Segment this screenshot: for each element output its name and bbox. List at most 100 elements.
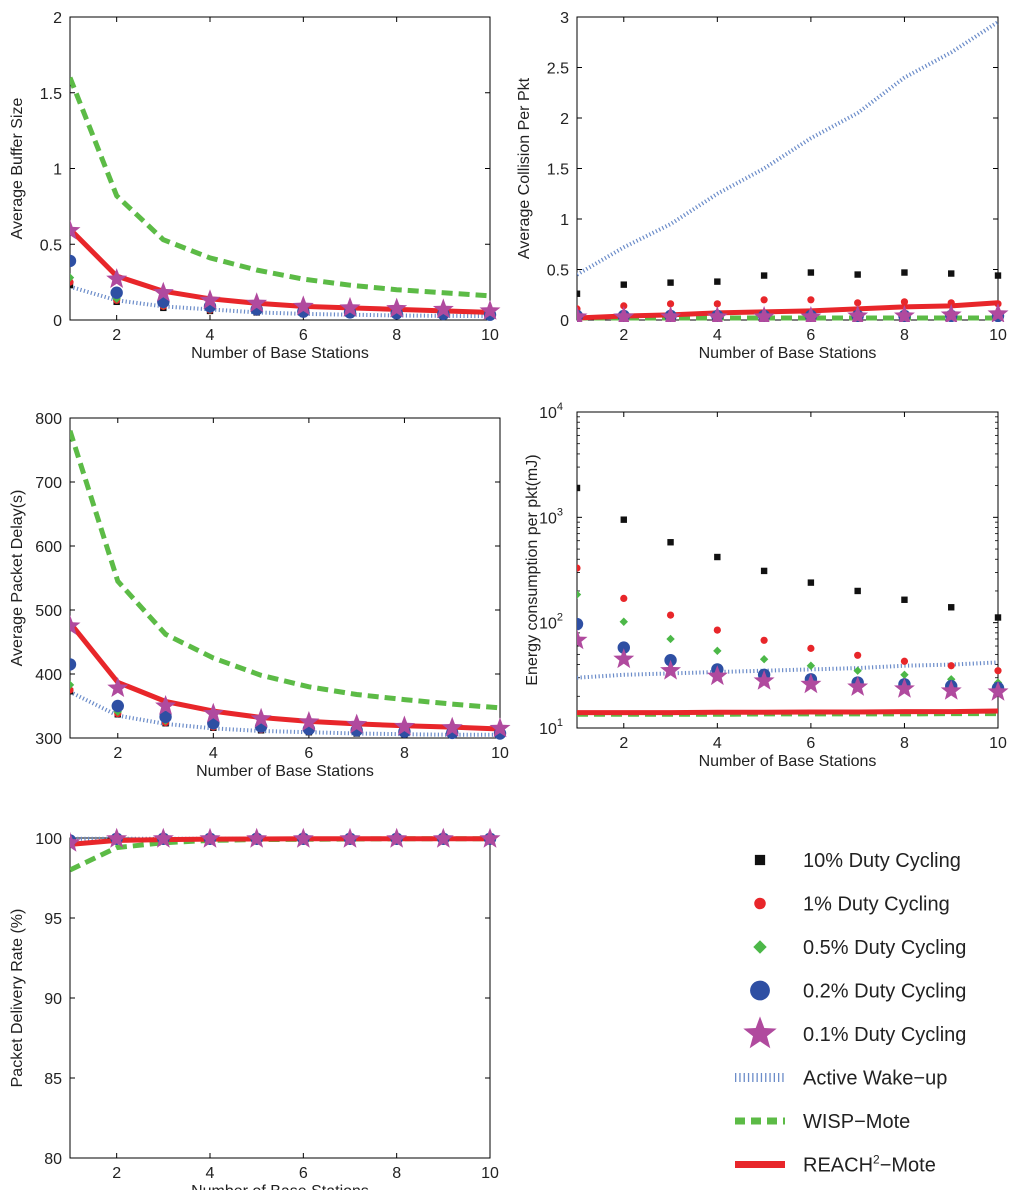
legend-item: WISP−Mote — [735, 1111, 910, 1133]
data-point-1pct-duty-cycling — [713, 300, 721, 308]
data-point-10pct-duty-cycling — [948, 270, 955, 277]
y-tick-label: 2 — [560, 111, 569, 128]
data-point-0-1pct-duty-cycling — [339, 827, 361, 848]
x-tick-label: 2 — [113, 745, 122, 762]
x-tick-label: 8 — [400, 745, 409, 762]
x-tick-label: 6 — [299, 327, 308, 344]
series-line-active-wake-up — [577, 660, 999, 680]
plot-frame — [69, 837, 491, 1159]
data-point-10pct-duty-cycling — [714, 278, 721, 285]
x-tick-label: 4 — [206, 327, 215, 344]
y-tick-label: 101 — [539, 717, 563, 738]
data-point-1pct-duty-cycling — [994, 667, 1002, 675]
data-point-0-1pct-duty-cycling — [660, 659, 681, 680]
x-tick-label: 6 — [304, 745, 313, 762]
data-point-0-5pct-duty-cycling — [853, 666, 862, 675]
data-point-0-1pct-duty-cycling — [70, 615, 81, 635]
series-line-reach2-mote — [70, 836, 490, 847]
y-tick-label: 600 — [35, 539, 62, 556]
legend: 10% Duty Cycling 1% Duty Cycling 0.5% Duty… — [735, 850, 966, 1177]
y-tick-label: 1 — [53, 162, 62, 179]
data-point-10pct-duty-cycling — [620, 281, 627, 288]
data-point-1pct-duty-cycling — [854, 299, 862, 307]
data-point-0-2pct-duty-cycling — [70, 658, 77, 671]
x-tick-label: 8 — [392, 1165, 401, 1182]
data-point-0-1pct-duty-cycling — [246, 827, 268, 848]
x-tick-label: 2 — [619, 735, 628, 752]
legend-label: 10% Duty Cycling — [803, 850, 961, 872]
legend-label: REACH2−Mote — [803, 1153, 936, 1177]
data-point-0-1pct-duty-cycling — [479, 827, 501, 848]
x-tick-label: 4 — [209, 745, 218, 762]
data-point-1pct-duty-cycling — [620, 302, 628, 310]
data-point-0-1pct-duty-cycling — [613, 648, 635, 669]
data-point-0-1pct-duty-cycling — [800, 673, 822, 694]
legend-item: 0.1% Duty Cycling — [743, 1016, 966, 1049]
legend-label: 0.1% Duty Cycling — [803, 1024, 966, 1046]
legend-swatch — [750, 980, 770, 1001]
data-point-0-1pct-duty-cycling — [753, 669, 775, 690]
y-axis-label: Energy consumption per pkt(mJ) — [524, 454, 541, 685]
y-tick-label: 800 — [35, 411, 62, 428]
x-tick-label: 4 — [713, 735, 722, 752]
series-layer — [70, 430, 511, 740]
series-line-wisp-mote — [70, 430, 501, 711]
y-tick-label: 103 — [539, 506, 563, 527]
data-point-10pct-duty-cycling — [994, 614, 1002, 621]
x-axis-label: Number of Base Stations — [699, 753, 877, 770]
legend-label: 0.5% Duty Cycling — [803, 937, 966, 959]
data-point-1pct-duty-cycling — [854, 651, 862, 659]
data-point-0-5pct-duty-cycling — [666, 634, 675, 644]
data-point-10pct-duty-cycling — [667, 539, 674, 546]
legend-label: 1% Duty Cycling — [803, 894, 950, 916]
plot-frame — [576, 16, 999, 321]
data-point-1pct-duty-cycling — [70, 686, 74, 694]
data-point-0-1pct-duty-cycling — [706, 665, 728, 686]
data-point-1pct-duty-cycling — [900, 657, 909, 665]
data-point-0-1pct-duty-cycling — [250, 707, 272, 728]
data-point-10pct-duty-cycling — [994, 272, 1002, 279]
data-point-10pct-duty-cycling — [948, 604, 955, 611]
data-point-0-5pct-duty-cycling — [759, 654, 769, 664]
data-point-1pct-duty-cycling — [947, 299, 955, 307]
x-tick-label: 10 — [481, 1165, 499, 1182]
data-point-0-1pct-duty-cycling — [394, 715, 415, 736]
data-point-0-1pct-duty-cycling — [107, 677, 129, 697]
legend-item: Active Wake−up — [735, 1068, 947, 1090]
data-point-0-1pct-duty-cycling — [940, 303, 962, 322]
data-point-0-1pct-duty-cycling — [339, 296, 361, 317]
data-point-0-1pct-duty-cycling — [432, 827, 454, 848]
data-point-1pct-duty-cycling — [620, 594, 628, 602]
legend-label: 0.2% Duty Cycling — [803, 981, 966, 1003]
chart-collision: 2 4 6 8 10 0 0.5 1 1.5 2 2.5 3 Number of Base Statio… — [516, 10, 1009, 362]
data-point-1pct-duty-cycling — [666, 300, 675, 308]
y-tick-label: 80 — [44, 1151, 62, 1168]
x-tick-label: 10 — [989, 735, 1007, 752]
data-point-1pct-duty-cycling — [666, 611, 675, 619]
x-tick-label: 6 — [806, 735, 815, 752]
data-point-0-1pct-duty-cycling — [292, 827, 314, 848]
data-point-10pct-duty-cycling — [714, 553, 721, 561]
chart-buffer: 2 4 6 8 10 0 0.5 1 1.5 2 Number of Base Stations Av… — [9, 10, 501, 362]
data-point-0-5pct-duty-cycling — [900, 670, 909, 679]
data-point-0-1pct-duty-cycling — [152, 827, 174, 848]
y-tick-label: 90 — [44, 991, 62, 1008]
y-axis-label: Average Collision Per Pkt — [516, 77, 533, 259]
x-axis-label: Number of Base Stations — [196, 763, 374, 780]
data-point-1pct-duty-cycling — [947, 662, 955, 670]
data-point-1pct-duty-cycling — [807, 644, 815, 652]
series-layer — [70, 827, 501, 873]
data-point-10pct-duty-cycling — [901, 596, 908, 603]
data-point-0-1pct-duty-cycling — [706, 306, 728, 322]
legend-item: 1% Duty Cycling — [754, 894, 950, 916]
data-point-0-1pct-duty-cycling — [800, 306, 822, 322]
data-point-0-1pct-duty-cycling — [987, 680, 1009, 701]
x-tick-label: 10 — [491, 745, 509, 762]
data-point-1pct-duty-cycling — [760, 296, 768, 304]
y-tick-label: 2.5 — [547, 61, 569, 78]
data-point-10pct-duty-cycling — [854, 271, 861, 278]
data-point-0-2pct-duty-cycling — [70, 254, 77, 268]
data-point-0-1pct-duty-cycling — [894, 677, 915, 698]
data-point-1pct-duty-cycling — [760, 636, 768, 644]
series-line-reach2-mote — [70, 227, 491, 315]
